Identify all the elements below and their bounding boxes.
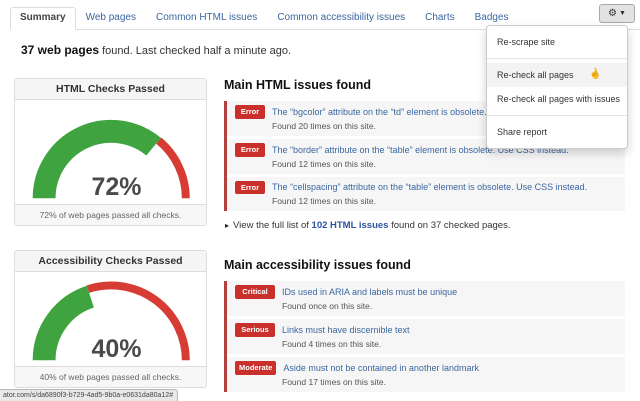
view-line-suffix: found on 37 checked pages.	[388, 220, 511, 232]
html-issues-heading: Main HTML issues found	[224, 78, 371, 92]
view-html-issues-line: ▸ View the full list of 102 HTML issues f…	[225, 220, 625, 231]
issue-title-link[interactable]: Links must have discernible text	[282, 324, 410, 335]
severity-badge: Error	[235, 142, 265, 157]
menu-divider	[487, 58, 627, 59]
issue-title-link[interactable]: Aside must not be contained in another l…	[283, 362, 479, 373]
issue-row[interactable]: Moderate Aside must not be contained in …	[227, 356, 625, 392]
accessibility-issues-heading: Main accessibility issues found	[224, 258, 411, 273]
issue-found-count: Found once on this site.	[282, 301, 373, 311]
tab-common-html-issues[interactable]: Common HTML issues	[155, 12, 258, 23]
issue-found-count: Found 12 times on this site.	[272, 196, 376, 207]
gear-icon: ⚙	[608, 8, 618, 19]
tab-summary[interactable]: Summary	[10, 7, 76, 30]
severity-badge: Serious	[235, 323, 275, 337]
menu-item-label: Re-check all pages	[497, 70, 574, 80]
menu-item-share-report[interactable]: Share report	[497, 127, 548, 137]
cursor-pointer-icon: ☝	[587, 67, 603, 82]
issue-title-link[interactable]: The “border” attribute on the “table” el…	[272, 144, 569, 155]
gauge-caption: 72% of web pages passed all checks.	[15, 204, 206, 225]
severity-badge: Error	[235, 105, 265, 119]
html-checks-card: HTML Checks Passed 72% 72% of web pages …	[14, 78, 207, 226]
disclosure-triangle-icon: ▸	[225, 221, 230, 231]
card-title: HTML Checks Passed	[15, 79, 206, 100]
gauge-caption: 40% of web pages passed all checks.	[15, 366, 206, 387]
settings-dropdown-menu: Re-scrape site Re-check all pages ☝ Re-c…	[486, 25, 628, 149]
html-checks-gauge: 72%	[15, 100, 206, 204]
gauge-value: 40%	[91, 335, 142, 363]
gauges-column: HTML Checks Passed 72% 72% of web pages …	[14, 78, 207, 401]
tab-badges[interactable]: Badges	[474, 12, 509, 23]
card-title: Accessibility Checks Passed	[15, 251, 206, 272]
settings-dropdown-button[interactable]: ⚙ ▼	[599, 4, 635, 23]
accessibility-checks-card: Accessibility Checks Passed 40% 40% of w…	[14, 250, 207, 388]
issue-title-link[interactable]: The “bgcolor” attribute on the “td” elem…	[272, 106, 561, 117]
issue-found-count: Found 17 times on this site.	[282, 376, 386, 387]
issue-found-count: Found 20 times on this site.	[272, 120, 376, 131]
menu-divider	[487, 115, 627, 116]
issue-found-count: Found 4 times on this site.	[282, 338, 382, 349]
severity-badge: Error	[235, 180, 265, 195]
issue-title-link[interactable]: The “cellspacing” attribute on the “tabl…	[272, 182, 588, 193]
menu-item-recheck-all-pages[interactable]: Re-check all pages ☝	[487, 63, 627, 87]
gauge-value: 72%	[91, 173, 142, 201]
tab-charts[interactable]: Charts	[425, 12, 455, 23]
tab-common-accessibility-issues[interactable]: Common accessibility issues	[277, 12, 406, 23]
menu-item-recheck-pages-with-issues[interactable]: Re-check all pages with issues	[497, 94, 621, 104]
issue-row[interactable]: Serious Links must have discernible text…	[227, 319, 625, 354]
issue-row[interactable]: Error The “cellspacing” attribute on the…	[227, 176, 625, 212]
tab-bar: Summary Web pages Common HTML issues Com…	[10, 7, 640, 30]
accessibility-checks-gauge: 40%	[15, 272, 206, 366]
gauge-arc	[32, 119, 190, 199]
menu-item-rescrape-site[interactable]: Re-scrape site	[497, 37, 556, 47]
accessibility-issues-section: Main accessibility issues found Critical…	[224, 258, 625, 401]
issue-row[interactable]: Critical IDs used in ARIA and labels mus…	[227, 281, 625, 316]
last-checked-text: found. Last checked half a minute ago.	[99, 45, 292, 57]
caret-down-icon: ▼	[619, 10, 626, 17]
issue-found-count: Found 12 times on this site.	[272, 158, 376, 169]
tab-web-pages[interactable]: Web pages	[85, 12, 136, 23]
html-issues-count-link[interactable]: 102 HTML issues	[311, 220, 389, 232]
summary-line: 37 web pages found. Last checked half a …	[21, 43, 291, 57]
view-line-prefix: View the full list of	[233, 220, 312, 232]
pages-count: 37 web pages	[21, 43, 100, 57]
severity-badge: Moderate	[235, 360, 277, 375]
browser-status-bar: ator.com/s/da6890f3-b729-4ad5-9b0a-e0631…	[0, 389, 179, 401]
severity-badge: Critical	[235, 285, 275, 299]
gauge-arc	[32, 281, 190, 361]
accessibility-issues-list: Critical IDs used in ARIA and labels mus…	[224, 281, 625, 392]
issue-title-link[interactable]: IDs used in ARIA and labels must be uniq…	[282, 287, 458, 298]
